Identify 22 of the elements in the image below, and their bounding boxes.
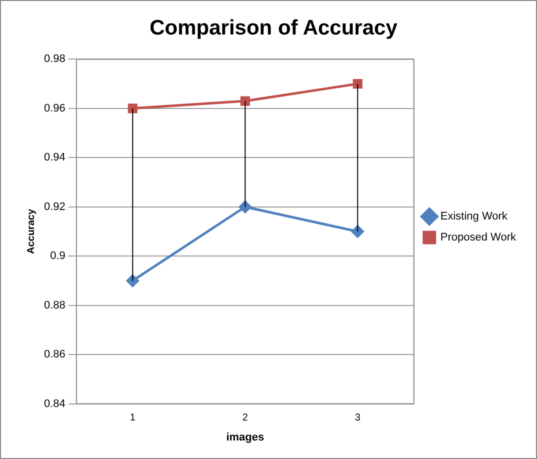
point (126, 274, 139, 287)
y-tick-label: 0.94 (44, 152, 66, 164)
y-tick-label: 0.96 (44, 102, 66, 114)
chart-title: Comparison of Accuracy (150, 16, 398, 40)
point (238, 200, 252, 214)
point (240, 96, 250, 106)
x-tick-label: 2 (242, 412, 248, 424)
x-tick-label: 1 (130, 412, 136, 424)
y-tick-label: 0.84 (44, 398, 66, 410)
y-tick-label: 0.86 (44, 348, 66, 361)
x-tick-label: 3 (354, 412, 361, 424)
legend-label: Existing Work (440, 210, 508, 223)
y-tick-label: 0.88 (44, 299, 66, 312)
point (352, 79, 362, 89)
y-tick-label: 0.98 (44, 53, 66, 66)
y-axis-title: Accuracy (26, 208, 37, 254)
legend-label: Proposed Work (440, 232, 516, 244)
x-axis-title: images (226, 431, 264, 444)
y-tick-label: 0.9 (50, 250, 66, 262)
y-tick-label: 0.92 (44, 200, 66, 213)
point (128, 104, 138, 114)
point (351, 225, 364, 238)
